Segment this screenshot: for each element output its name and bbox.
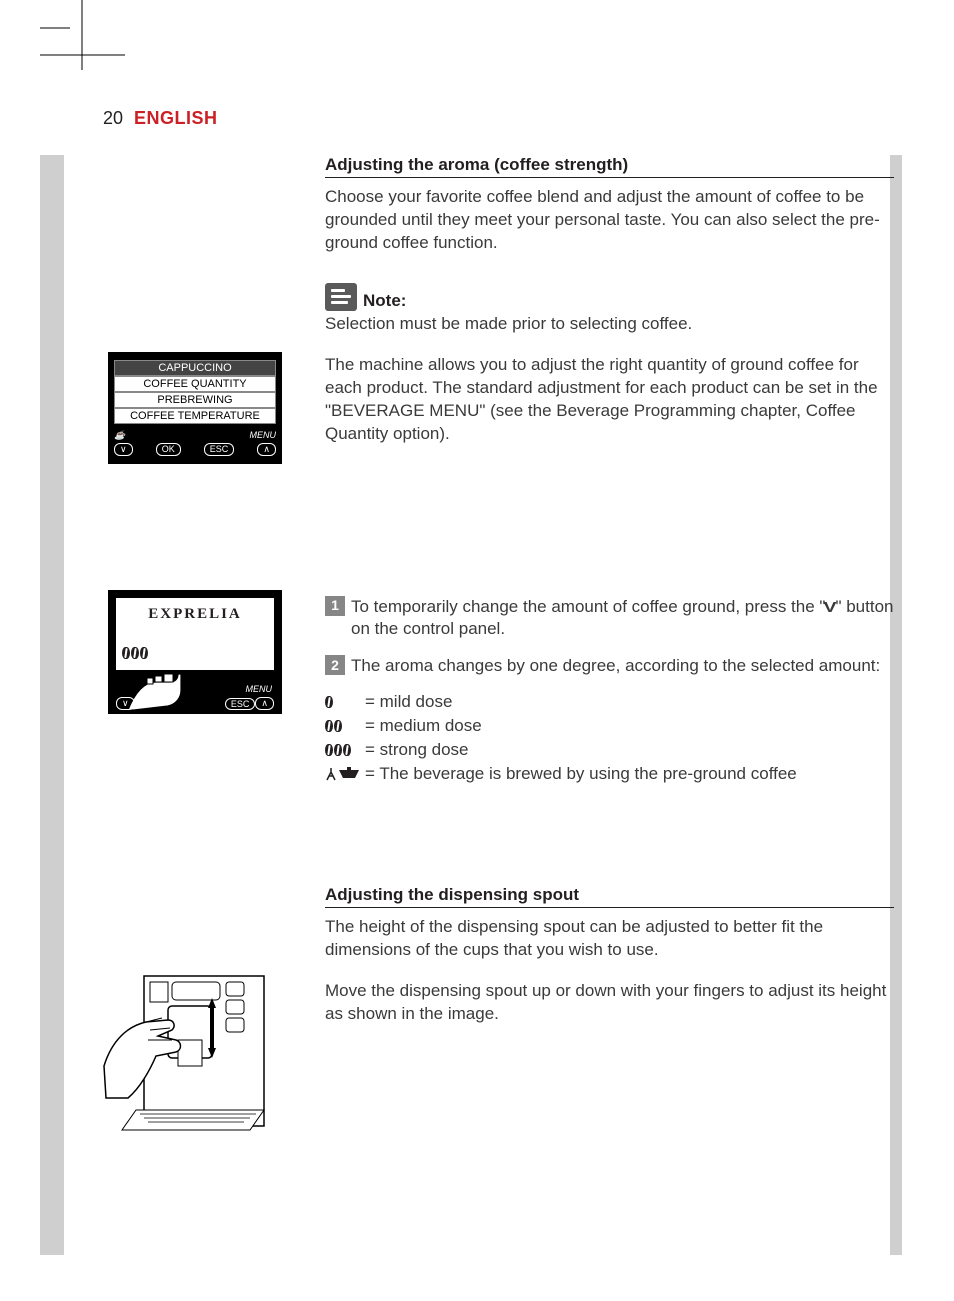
left-gray-bar [40, 155, 64, 1255]
language-label: ENGLISH [134, 108, 218, 128]
lcd-esc-button: ESC [204, 443, 235, 456]
lcd-up-button: ∧ [257, 443, 276, 456]
note-icon [325, 283, 357, 311]
lcd2-up-button: ∧ [255, 697, 274, 710]
crop-marks [0, 0, 954, 100]
step-2: 2 The aroma changes by one degree, accor… [325, 655, 894, 678]
lcd-home-screen: EXPRELIA MENU ∨ ESC ∧ [108, 590, 282, 714]
spout-para1: The height of the dispensing spout can b… [325, 916, 894, 962]
page-header: 20 ENGLISH [103, 108, 218, 129]
strong-dose-icon [325, 744, 365, 756]
step1-pre: To temporarily change the amount of coff… [351, 597, 825, 616]
aroma-para2: The machine allows you to adjust the rig… [325, 354, 894, 446]
step-number-1: 1 [325, 596, 345, 616]
lcd2-menu-label: MENU [246, 684, 273, 694]
lcd-row-cappuccino: CAPPUCCINO [114, 360, 276, 376]
section-heading-aroma: Adjusting the aroma (coffee strength) [325, 155, 894, 178]
dose-legend: = mild dose = medium dose = strong dose … [325, 692, 894, 784]
medium-dose-icon [325, 720, 365, 732]
step-1: 1 To temporarily change the amount of co… [325, 596, 894, 642]
lcd-ok-button: OK [156, 443, 181, 456]
lcd2-esc-button: ESC [225, 698, 256, 710]
step-2-text: The aroma changes by one degree, accordi… [351, 655, 880, 678]
preground-icon [325, 766, 365, 782]
spout-illustration [100, 970, 286, 1156]
page-number: 20 [103, 108, 123, 128]
lcd-aroma-icon: ☕ [114, 430, 125, 441]
lcd-row-temperature: COFFEE TEMPERATURE [114, 408, 276, 424]
brand-label: EXPRELIA [116, 598, 274, 623]
lcd-row-prebrewing: PREBREWING [114, 392, 276, 408]
lcd2-down-button: ∨ [116, 697, 135, 710]
medium-dose-label: = medium dose [365, 716, 482, 736]
lcd-menu-label: MENU [250, 430, 277, 441]
note-text: Selection must be made prior to selectin… [325, 313, 894, 336]
lcd-down-button: ∨ [114, 443, 133, 456]
note-label: Note: [363, 291, 406, 311]
step-1-text: To temporarily change the amount of coff… [351, 596, 894, 642]
step-number-2: 2 [325, 655, 345, 675]
lcd-row-quantity: COFFEE QUANTITY [114, 376, 276, 392]
down-chevron-icon: V [824, 598, 837, 618]
aroma-intro: Choose your favorite coffee blend and ad… [325, 186, 894, 255]
preground-label: = The beverage is brewed by using the pr… [365, 764, 797, 784]
mild-dose-label: = mild dose [365, 692, 452, 712]
lcd-menu-screen: CAPPUCCINO COFFEE QUANTITY PREBREWING CO… [108, 352, 282, 464]
aroma-indicator [122, 644, 149, 662]
mild-dose-icon [325, 696, 365, 708]
spout-para2: Move the dispensing spout up or down wit… [325, 980, 894, 1026]
strong-dose-label: = strong dose [365, 740, 469, 760]
section-heading-spout: Adjusting the dispensing spout [325, 885, 894, 908]
